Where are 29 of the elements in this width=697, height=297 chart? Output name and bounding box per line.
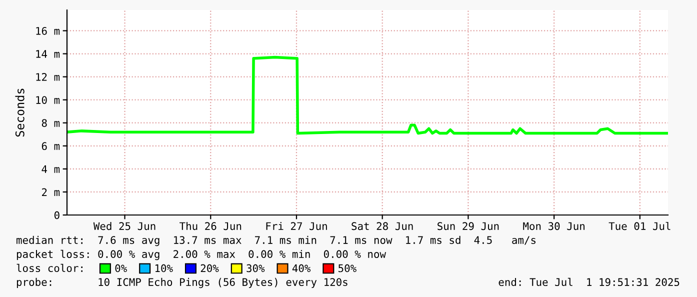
legend-title: loss color: — [16, 264, 82, 272]
x-tick-label: Mon 30 Jun — [523, 222, 584, 230]
text: packet loss: 0.00 % avg 2.00 % max 0.00 % min 0.00 % now — [16, 250, 386, 260]
y-tick-label: 12 m — [36, 73, 60, 81]
text: end: Tue Jul 1 19:51:31 2025 — [498, 278, 680, 286]
x-tick-label: Thu 26 Jun — [180, 222, 242, 230]
y-axis-title: Seconds — [15, 88, 24, 137]
x-tick-label: Tue 01 Jul — [608, 222, 670, 230]
legend-label: 20% — [200, 264, 219, 272]
legend-label: 40% — [292, 264, 311, 272]
y-tick-label: 6 m — [42, 142, 60, 150]
text: probe: 10 ICMP Echo Pings (56 Bytes) every 120s — [16, 278, 348, 288]
legend-label: 10% — [155, 264, 173, 272]
line-series — [67, 56, 668, 135]
legend-label: 30% — [246, 264, 265, 272]
y-tick-label: 8 m — [42, 119, 60, 127]
text: median rtt: 7.6 ms avg 13.7 ms max 7.1 ms min 7.1 ms now 1.7 ms sd 4.5 am/s — [16, 236, 536, 246]
y-tick-label: 0 — [54, 211, 60, 220]
legend-label: 0% — [115, 264, 127, 272]
y-tick-label: 2 m — [42, 188, 60, 196]
legend-label: 50% — [338, 264, 356, 272]
x-tick-label: Wed 25 Jun — [93, 222, 156, 230]
y-tick-label: 16 m — [36, 26, 60, 35]
x-tick-label: Sun 29 Jun — [438, 222, 499, 230]
y-tick-label: 4 m — [42, 165, 60, 173]
y-tick-label: 14 m — [36, 50, 60, 58]
y-tick-label: 10 m — [36, 96, 60, 104]
x-tick-label: Sat 28 Jun — [352, 222, 413, 230]
x-tick-label: Fri 27 Jun — [266, 222, 327, 230]
